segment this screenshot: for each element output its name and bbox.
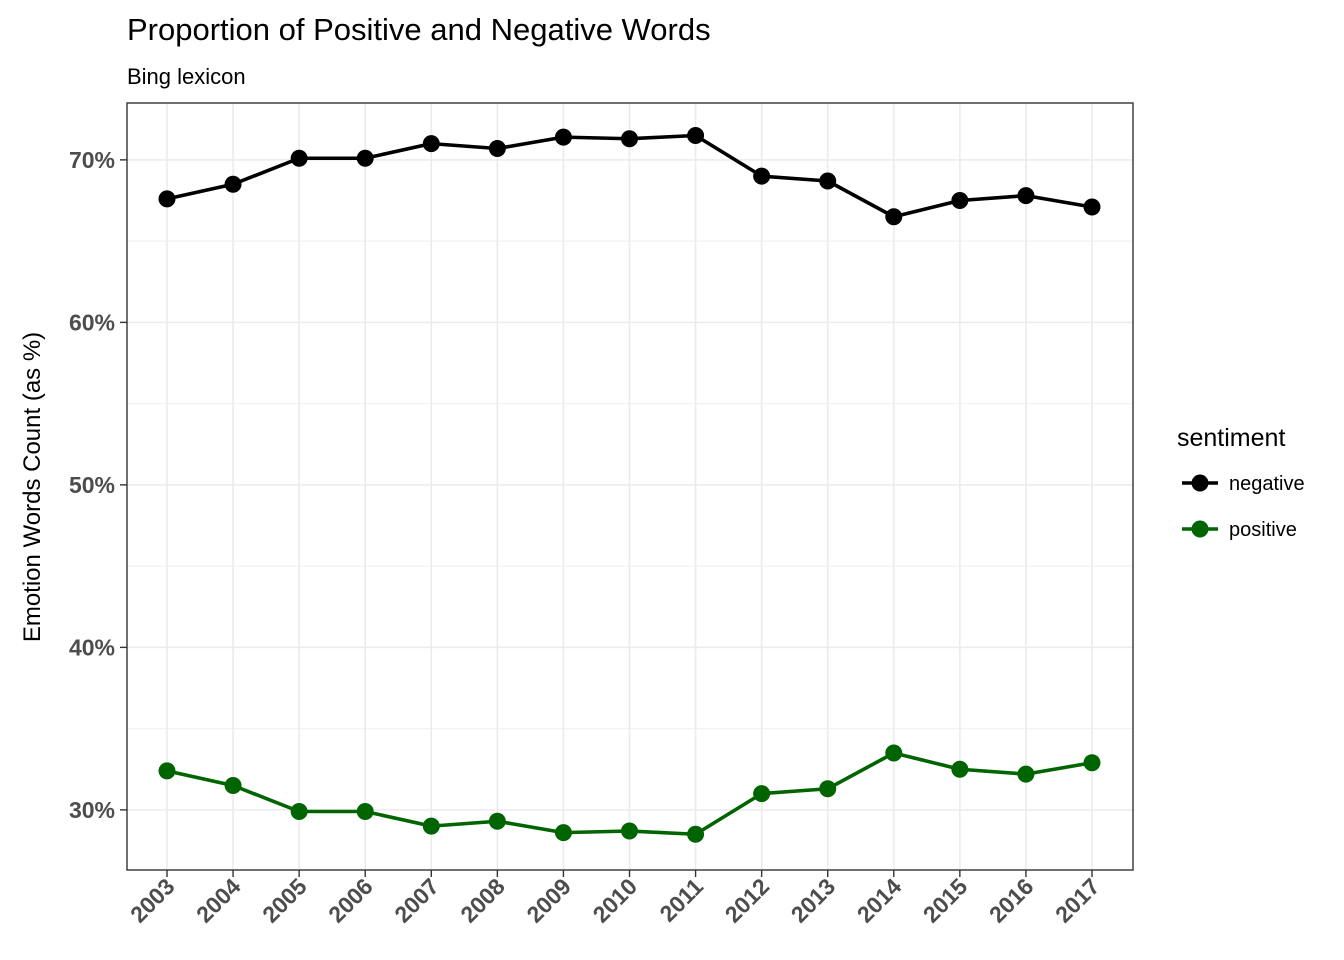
chart-title: Proportion of Positive and Negative Word… bbox=[127, 12, 711, 47]
data-point-negative bbox=[158, 190, 176, 208]
x-tick-label: 2013 bbox=[786, 873, 841, 928]
y-axis-label: Emotion Words Count (as %) bbox=[19, 332, 46, 642]
x-tick-label: 2011 bbox=[654, 873, 708, 927]
x-tick-label: 2015 bbox=[918, 873, 973, 928]
data-point-negative bbox=[488, 140, 506, 157]
data-point-negative bbox=[819, 172, 837, 190]
y-axis: 30% 40% 50% 60% 70% bbox=[69, 147, 127, 823]
y-tick-label: 30% bbox=[69, 797, 115, 823]
data-point-negative bbox=[1083, 198, 1101, 216]
data-point-positive bbox=[753, 785, 771, 803]
x-axis: 2003 2004 2005 2006 2007 2008 2009 2010 2011 2012… bbox=[125, 870, 1105, 928]
x-tick-label: 2009 bbox=[521, 873, 576, 928]
y-tick-label: 60% bbox=[69, 309, 115, 335]
y-tick-label: 50% bbox=[69, 472, 115, 498]
data-point-negative bbox=[422, 135, 440, 153]
legend-label-negative: negative bbox=[1229, 473, 1305, 495]
data-point-positive bbox=[356, 803, 374, 820]
data-point-positive bbox=[951, 760, 969, 778]
x-tick-label: 2010 bbox=[587, 873, 642, 928]
x-tick-label: 2008 bbox=[455, 873, 510, 928]
legend-key-point bbox=[1191, 520, 1209, 538]
x-tick-label: 2003 bbox=[125, 873, 180, 928]
data-point-positive bbox=[158, 762, 176, 780]
data-point-negative bbox=[687, 127, 705, 144]
data-point-negative bbox=[753, 167, 771, 185]
data-point-positive bbox=[819, 780, 837, 798]
x-tick-label: 2007 bbox=[389, 873, 444, 928]
y-tick-label: 40% bbox=[69, 634, 115, 660]
chart-subtitle: Bing lexicon bbox=[127, 64, 246, 89]
data-point-negative bbox=[554, 128, 572, 146]
data-point-positive bbox=[488, 812, 506, 830]
data-point-positive bbox=[621, 822, 638, 840]
x-tick-label: 2005 bbox=[257, 873, 312, 928]
data-point-positive bbox=[1083, 754, 1101, 772]
legend-title: sentiment bbox=[1177, 424, 1285, 452]
data-point-positive bbox=[554, 824, 572, 842]
data-point-positive bbox=[885, 744, 903, 762]
data-point-negative bbox=[224, 175, 242, 193]
x-tick-label: 2016 bbox=[984, 873, 1039, 928]
data-point-positive bbox=[290, 803, 308, 820]
data-point-negative bbox=[621, 130, 638, 148]
data-point-negative bbox=[290, 149, 308, 167]
y-tick-label: 70% bbox=[69, 147, 115, 173]
x-tick-label: 2017 bbox=[1050, 873, 1105, 928]
data-point-negative bbox=[951, 192, 969, 209]
x-tick-label: 2014 bbox=[852, 873, 907, 928]
legend-label-positive: positive bbox=[1229, 519, 1297, 541]
data-point-negative bbox=[885, 208, 903, 226]
data-point-positive bbox=[224, 777, 242, 794]
data-point-positive bbox=[1017, 765, 1035, 783]
data-point-negative bbox=[356, 149, 374, 167]
series-layer bbox=[158, 127, 1101, 843]
legend: sentiment negative positive bbox=[1177, 424, 1305, 541]
x-tick-label: 2004 bbox=[191, 873, 246, 928]
legend-key-point bbox=[1191, 474, 1209, 492]
data-point-positive bbox=[687, 825, 705, 843]
data-point-negative bbox=[1017, 187, 1035, 205]
x-tick-label: 2012 bbox=[720, 873, 775, 928]
x-tick-label: 2006 bbox=[323, 873, 378, 928]
data-point-positive bbox=[422, 817, 440, 835]
